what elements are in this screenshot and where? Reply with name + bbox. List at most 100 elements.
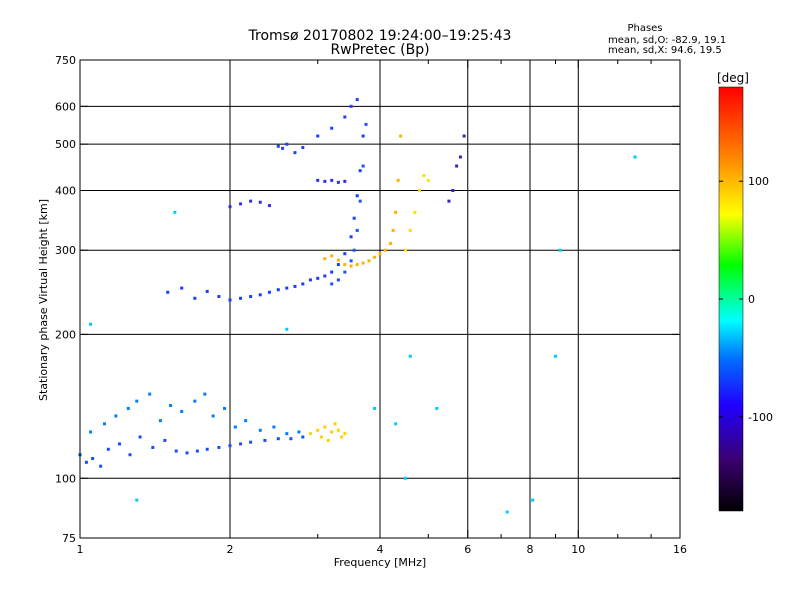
data-point [244,419,248,423]
data-point [228,298,232,302]
data-point [293,284,297,288]
data-points [78,98,637,514]
data-point [361,261,365,265]
data-point [336,428,340,432]
data-point [308,432,312,436]
data-point [228,205,232,209]
data-point [378,252,382,256]
data-point [455,164,459,168]
data-point [166,290,170,294]
data-point [422,173,426,177]
data-point [91,456,95,460]
data-point [336,263,340,267]
data-point [343,179,347,183]
data-point [135,498,139,502]
data-point [106,447,110,451]
y-tick-label: 300 [55,244,76,257]
data-point [413,210,417,214]
data-point [355,228,359,232]
data-point [249,199,253,203]
data-point [285,432,289,436]
data-point [84,460,88,464]
colorbar-ticks: 100 0 -100 [719,175,773,424]
data-point [340,435,344,439]
data-point [403,476,407,480]
y-tick-label: 75 [62,532,76,545]
data-point [258,200,262,204]
data-point [417,188,421,192]
data-point [272,425,276,429]
data-point [233,425,237,429]
colorbar-tick-label: 100 [748,175,769,188]
y-tick-label: 500 [55,138,76,151]
data-point [138,435,142,439]
data-point [462,134,466,138]
data-point [330,254,334,258]
data-point [217,445,221,449]
data-point [333,422,337,426]
data-point [447,199,451,203]
data-point [89,430,93,434]
x-tick-label: 2 [227,543,234,556]
data-point [249,440,253,444]
x-tick-label: 1 [77,543,84,556]
data-point [343,432,347,436]
data-point [319,435,323,439]
data-point [174,449,178,453]
colorbar-tick-label: -100 [748,411,773,424]
data-point [103,422,107,426]
chart-subtitle: RwPretec (Bp) [330,42,429,58]
legend-line-o: mean, sd,O: -82.9, 19.1 [608,35,726,46]
x-tick-label: 10 [571,543,585,556]
chart-title: Tromsø 20170802 19:24:00–19:25:43 [248,28,512,44]
x-tick-label: 16 [673,543,687,556]
legend-title: Phases [627,23,662,34]
data-point [163,438,167,442]
data-point [285,286,289,290]
data-point [396,178,400,182]
data-point [99,464,103,468]
data-point [258,293,262,297]
x-tick-label: 8 [527,543,534,556]
data-point [151,445,155,449]
data-point [239,296,243,300]
grid-lines [80,60,680,538]
data-point [297,430,301,434]
data-point [185,451,189,455]
data-point [205,289,209,293]
data-point [326,438,330,442]
data-point [349,104,353,108]
data-point [323,425,327,429]
data-point [193,296,197,300]
data-point [126,406,130,410]
data-point [289,437,293,441]
data-point [373,255,377,259]
data-point [117,442,121,446]
data-point [301,435,305,439]
data-point [135,399,139,403]
data-point [358,169,362,173]
data-point [426,178,430,182]
data-point [301,282,305,286]
data-point [173,210,177,214]
data-point [355,194,359,198]
data-point [394,422,398,426]
data-point [217,295,221,299]
legend-line-x: mean, sd,X: 94.6, 19.5 [608,45,722,56]
data-point [389,241,393,245]
data-point [330,282,334,286]
data-point [228,444,232,448]
data-point [308,278,312,282]
data-point [316,428,320,432]
data-point [285,327,289,331]
data-point [633,155,637,159]
data-point [394,210,398,214]
data-point [349,235,353,239]
data-point [558,248,562,252]
data-point [193,399,197,403]
data-point [553,354,557,358]
data-point [330,430,334,434]
data-point [336,180,340,184]
data-point [330,178,334,182]
colorbar-label: [deg] [717,71,749,85]
